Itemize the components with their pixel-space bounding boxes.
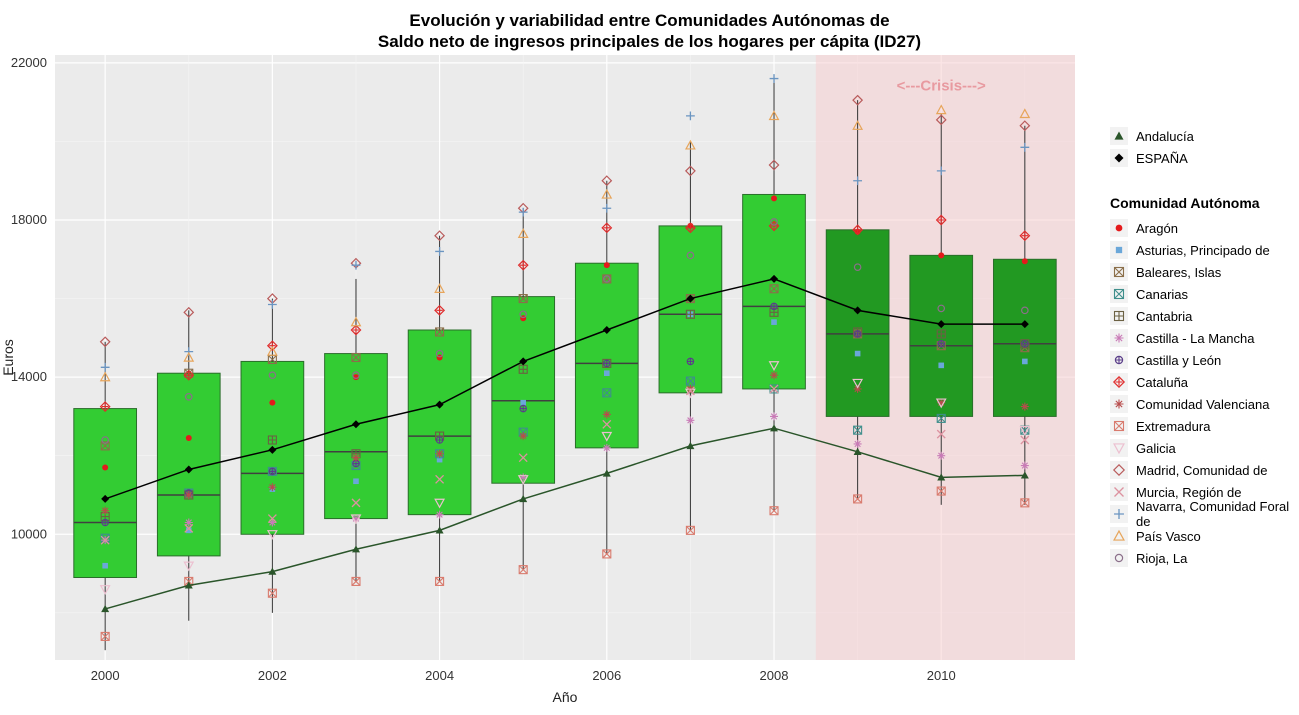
legend-highlight: Andalucía ESPAÑA — [1110, 125, 1194, 169]
legend-label: Murcia, Región de — [1136, 485, 1242, 500]
svg-text:22000: 22000 — [11, 55, 47, 70]
legend-item: Rioja, La — [1110, 547, 1299, 569]
legend-label: Cataluña — [1136, 375, 1188, 390]
title-line-1: Evolución y variabilidad entre Comunidad… — [409, 11, 889, 30]
svg-text:2010: 2010 — [927, 668, 956, 683]
legend-item: Canarias — [1110, 283, 1299, 305]
legend-swatch — [1110, 461, 1128, 479]
legend-label: Navarra, Comunidad Foral de — [1136, 499, 1299, 529]
legend-swatch — [1110, 549, 1128, 567]
legend-label: Madrid, Comunidad de — [1136, 463, 1268, 478]
legend-comunidades: Comunidad Autónoma Aragón Asturias, Prin… — [1110, 195, 1299, 569]
legend-swatch — [1110, 527, 1128, 545]
legend-swatch — [1110, 483, 1128, 501]
legend-label: Galicia — [1136, 441, 1176, 456]
legend-item: Castilla y León — [1110, 349, 1299, 371]
legend-swatch — [1110, 417, 1128, 435]
legend-swatch — [1110, 373, 1128, 391]
legend-swatch — [1110, 329, 1128, 347]
legend-swatch — [1110, 439, 1128, 457]
plot-area: <---Crisis--->10000140001800022000200020… — [55, 55, 1085, 715]
legend-label: ESPAÑA — [1136, 151, 1188, 166]
svg-text:2006: 2006 — [592, 668, 621, 683]
svg-text:Euros: Euros — [0, 339, 16, 376]
legend-label: País Vasco — [1136, 529, 1201, 544]
legend-swatch — [1110, 395, 1128, 413]
legend-label: Castilla y León — [1136, 353, 1221, 368]
legend-item: Aragón — [1110, 217, 1299, 239]
legend-item: Cantabria — [1110, 305, 1299, 327]
legend-swatch — [1110, 285, 1128, 303]
legend-item: Cataluña — [1110, 371, 1299, 393]
svg-text:<---Crisis--->: <---Crisis---> — [897, 77, 986, 94]
svg-text:2008: 2008 — [760, 668, 789, 683]
legend-item: Galicia — [1110, 437, 1299, 459]
svg-text:2002: 2002 — [258, 668, 287, 683]
legend-item: Extremadura — [1110, 415, 1299, 437]
legend-swatch — [1110, 351, 1128, 369]
svg-text:10000: 10000 — [11, 526, 47, 541]
legend-item: Navarra, Comunidad Foral de — [1110, 503, 1299, 525]
legend-item: ESPAÑA — [1110, 147, 1194, 169]
svg-text:2000: 2000 — [91, 668, 120, 683]
legend-label: Comunidad Valenciana — [1136, 397, 1269, 412]
legend-item: Andalucía — [1110, 125, 1194, 147]
legend-label: Rioja, La — [1136, 551, 1187, 566]
svg-text:18000: 18000 — [11, 212, 47, 227]
chart-container: Evolución y variabilidad entre Comunidad… — [0, 0, 1299, 710]
legend-label: Asturias, Principado de — [1136, 243, 1270, 258]
chart-title: Evolución y variabilidad entre Comunidad… — [0, 0, 1299, 53]
legend-swatch — [1110, 263, 1128, 281]
legend-item: Asturias, Principado de — [1110, 239, 1299, 261]
legend-label: Castilla - La Mancha — [1136, 331, 1255, 346]
legend-swatch — [1110, 219, 1128, 237]
svg-text:Año: Año — [553, 689, 578, 705]
legend-item: Baleares, Islas — [1110, 261, 1299, 283]
legend-title: Comunidad Autónoma — [1110, 195, 1299, 211]
legend-swatch — [1110, 505, 1128, 523]
legend-item: Comunidad Valenciana — [1110, 393, 1299, 415]
legend-item: Castilla - La Mancha — [1110, 327, 1299, 349]
title-line-2: Saldo neto de ingresos principales de lo… — [378, 32, 921, 51]
legend-item: Madrid, Comunidad de — [1110, 459, 1299, 481]
legend-swatch — [1110, 127, 1128, 145]
legend-swatch — [1110, 307, 1128, 325]
svg-text:2004: 2004 — [425, 668, 454, 683]
legend-swatch — [1110, 149, 1128, 167]
svg-text:14000: 14000 — [11, 369, 47, 384]
legend-label: Cantabria — [1136, 309, 1192, 324]
legend-label: Canarias — [1136, 287, 1188, 302]
legend-label: Andalucía — [1136, 129, 1194, 144]
legend-label: Baleares, Islas — [1136, 265, 1221, 280]
legend-label: Extremadura — [1136, 419, 1210, 434]
legend-swatch — [1110, 241, 1128, 259]
legend-label: Aragón — [1136, 221, 1178, 236]
